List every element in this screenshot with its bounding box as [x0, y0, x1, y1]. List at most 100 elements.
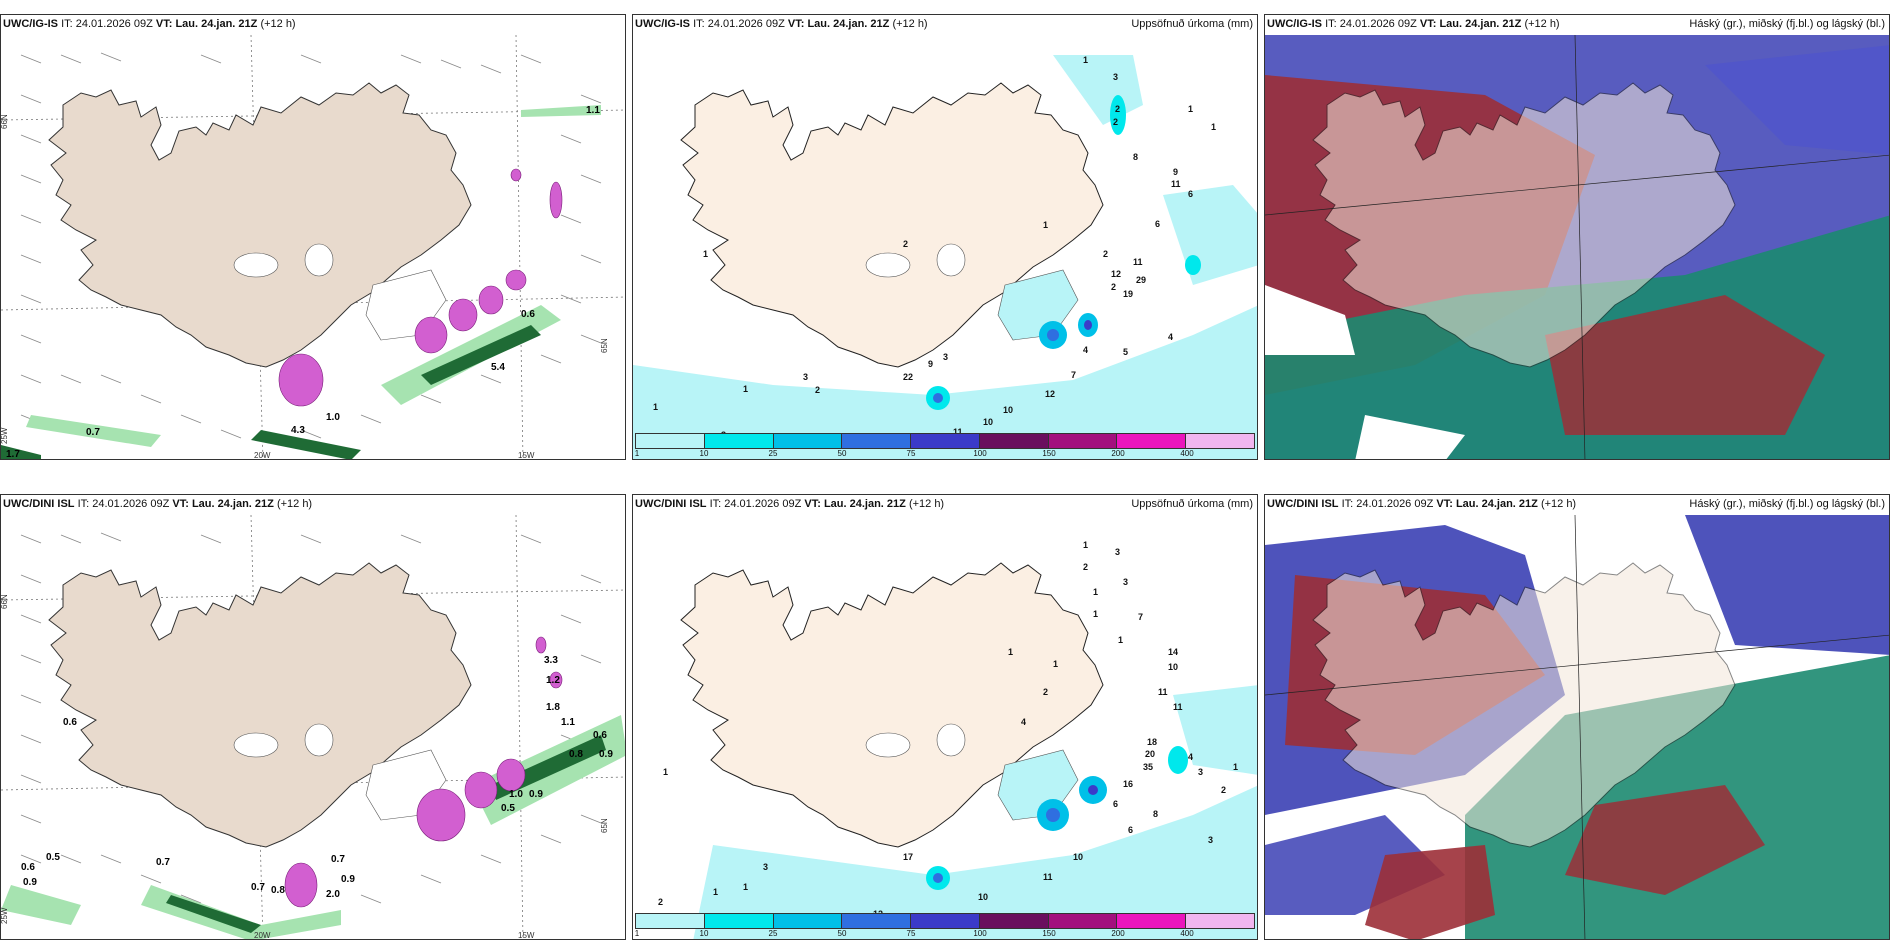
precip-values: 1.1 0.6 5.4 1.0 4.3 0.7 1.7 — [6, 105, 600, 459]
value-label: 0.6 — [593, 730, 607, 741]
value-label: 20 — [1145, 749, 1155, 759]
value-label: 17 — [903, 852, 913, 862]
value-label: 19 — [1123, 289, 1133, 299]
init-time: 24.01.2026 09Z — [1339, 18, 1417, 30]
precip-values: 0.6 3.3 1.2 1.8 1.1 0.6 0.8 0.9 1.0 0.9 … — [21, 655, 613, 900]
colorbar-box — [911, 434, 980, 448]
value-label: 6 — [1188, 189, 1193, 199]
wind-snow-map: 0.6 3.3 1.2 1.8 1.1 0.6 0.8 0.9 1.0 0.9 … — [1, 515, 625, 940]
precip-colorbar: 1 10 25 50 75 100 150 200 400 — [635, 433, 1255, 458]
lead-time: (+12 h) — [1524, 18, 1560, 30]
colorbar-box — [773, 914, 843, 928]
value-label: 11 — [953, 427, 963, 437]
value-label: 1 — [653, 402, 658, 412]
colorbar-box — [979, 434, 1049, 448]
panel-header: UWC/IG-IS IT: 24.01.2026 09Z VT: Lau. 24… — [3, 18, 621, 34]
panel-header: UWC/IG-IS IT: 24.01.2026 09Z VT: Lau. 24… — [635, 18, 1253, 34]
glacier — [865, 732, 911, 758]
axis-labels: 66N 65N 25W 20W 15W — [1, 114, 609, 460]
value-label: 0.7 — [251, 882, 265, 893]
colorbar-tick: 10 — [699, 929, 709, 938]
value-label: 4 — [1021, 717, 1026, 727]
model-name: UWC/IG-IS — [3, 18, 58, 30]
vt-label: VT: — [172, 498, 189, 510]
colorbar-box — [773, 434, 843, 448]
value-label: 0.9 — [529, 789, 543, 800]
colorbar-box — [1186, 434, 1255, 448]
value-label: 2 — [815, 385, 820, 395]
valid-time: Lau. 24.jan. 21Z — [175, 18, 258, 30]
glacier — [936, 243, 966, 277]
colorbar-tick: 10 — [699, 449, 709, 458]
value-label: 12 — [1111, 269, 1121, 279]
value-label: 1 — [1093, 587, 1098, 597]
panel-title: Háský (gr.), miðský (fj.bl.) og lágský (… — [1689, 18, 1885, 30]
colorbar-tick: 50 — [837, 929, 847, 938]
value-label: 3 — [943, 352, 948, 362]
precip-sea — [693, 785, 1257, 939]
value-label: 10 — [1168, 662, 1178, 672]
panel-title: Uppsöfnuð úrkoma (mm) — [1131, 498, 1253, 510]
precip-bands — [1, 715, 625, 939]
value-label: 11 — [1133, 257, 1143, 267]
lon-label: 20W — [254, 931, 271, 940]
init-time: 24.01.2026 09Z — [1356, 498, 1434, 510]
value-label: 3 — [1208, 835, 1213, 845]
colorbar-tick: 50 — [837, 449, 847, 458]
value-label: 1 — [703, 249, 708, 259]
lead-time: (+12 h) — [908, 498, 945, 510]
init-time: 24.01.2026 09Z — [724, 498, 802, 510]
value-label: 6 — [1155, 219, 1160, 229]
vt-label: VT: — [155, 18, 173, 30]
value-label: 0.8 — [569, 749, 583, 760]
colorbar-box — [1117, 434, 1187, 448]
value-label: 1 — [1188, 104, 1193, 114]
value-label: 2 — [1113, 117, 1118, 127]
value-label: 14 — [1168, 647, 1178, 657]
value-label: 22 — [903, 372, 913, 382]
value-label: 1.1 — [561, 717, 575, 728]
colorbar-tick: 150 — [1042, 929, 1056, 938]
model-name: UWC/DINI ISL — [635, 498, 707, 510]
vt-label: VT: — [1419, 18, 1437, 30]
value-label: 1 — [663, 767, 668, 777]
cloud-map — [1265, 515, 1889, 939]
value-label: 2 — [903, 239, 908, 249]
value-label: 0.7 — [156, 857, 170, 868]
colorbar-box — [1048, 434, 1118, 448]
colorbar-tick: 400 — [1180, 449, 1194, 458]
value-label: 0.7 — [331, 854, 345, 865]
value-label: 0.6 — [63, 717, 77, 728]
model-name: UWC/DINI ISL — [1267, 498, 1339, 510]
map-panel-ig-is-precip: UWC/IG-IS IT: 24.01.2026 09Z VT: Lau. 24… — [632, 14, 1258, 460]
colorbar-tick: 100 — [973, 449, 987, 458]
vt-label: VT: — [804, 498, 821, 510]
value-label: 11 — [1173, 702, 1183, 712]
lon-label: 20W — [254, 451, 271, 460]
value-label: 3 — [763, 862, 768, 872]
colorbar-box — [636, 434, 705, 448]
lead-time: (+12 h) — [260, 18, 296, 30]
value-label: 4 — [1168, 332, 1173, 342]
precip-values: 1 3 2 1 3 1 7 1 1 1 14 10 11 11 2 4 18 2… — [658, 540, 1238, 919]
value-label: 2 — [1115, 104, 1120, 114]
glacier — [865, 252, 911, 278]
value-label: 12 — [1045, 389, 1055, 399]
wind-barbs — [20, 532, 602, 904]
valid-time: Lau. 24.jan. 21Z — [191, 498, 274, 510]
lon-label: 15W — [518, 931, 535, 940]
colorbar-box — [704, 434, 774, 448]
value-label: 11 — [1171, 179, 1181, 189]
value-label: 11 — [1043, 872, 1053, 882]
model-name: UWC/DINI ISL — [3, 498, 75, 510]
precip-bands — [1, 105, 601, 459]
precip-sea — [633, 305, 1257, 459]
precip-map: 1 3 2 2 1 1 8 9 11 6 1 6 2 2 11 12 19 29… — [633, 55, 1257, 459]
colorbar-tick: 25 — [768, 929, 778, 938]
value-label: 3 — [1198, 767, 1203, 777]
value-label: 1 — [1053, 659, 1058, 669]
value-label: 9 — [1173, 167, 1178, 177]
map-panel-dini-precip: UWC/DINI ISL IT: 24.01.2026 09Z VT: Lau.… — [632, 494, 1258, 940]
init-time: 24.01.2026 09Z — [92, 498, 170, 510]
vt-label: VT: — [787, 18, 805, 30]
